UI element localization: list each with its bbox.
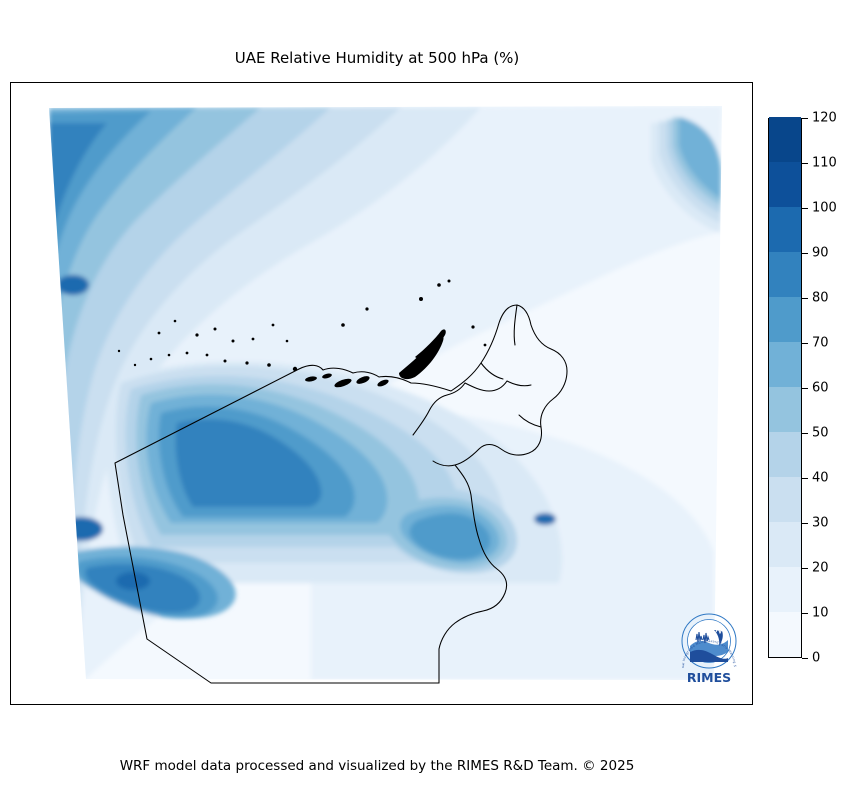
colorbar-band [769,252,801,297]
colorbar-band [769,162,801,207]
colorbar-band [769,522,801,567]
colorbar-tick-mark [802,523,808,524]
rimes-logo: Regional Integrated Multi-Hazard Early W… [676,607,740,690]
colorbar-band [769,612,801,657]
colorbar-tick-mark [802,343,808,344]
colorbar-band [769,297,801,342]
colorbar-band [769,207,801,252]
colorbar-tick-mark [802,118,808,119]
colorbar-gradient [768,117,802,658]
footer-credit: WRF model data processed and visualized … [119,758,635,774]
colorbar-tick-label: 60 [812,380,829,396]
colorbar-band [769,387,801,432]
colorbar-band [769,342,801,387]
colorbar-tick-mark [802,568,808,569]
colorbar-tick-mark [802,658,808,659]
colorbar-tick-label: 40 [812,470,829,486]
map-axes [10,82,753,705]
colorbar-tick-mark [802,388,808,389]
logo-wordmark: RIMES [687,670,731,685]
uae-border-overlay [114,304,568,684]
colorbar-band [769,477,801,522]
colorbar-tick-label: 100 [812,200,837,216]
colorbar-tick-mark [802,613,808,614]
colorbar-tick-label: 80 [812,290,829,306]
contour-fill-group [49,106,722,680]
colorbar-band [769,432,801,477]
colorbar-tick-label: 20 [812,560,829,576]
colorbar-tick-mark [802,208,808,209]
colorbar-tick-mark [802,163,808,164]
colorbar-tick-mark [802,433,808,434]
colorbar-tick-label: 10 [812,605,829,621]
colorbar-tick-label: 120 [812,110,837,126]
title-line-1: UAE Relative Humidity at 500 hPa (%) [234,49,520,67]
colorbar-tick-label: 30 [812,515,829,531]
gulf-islands [117,279,487,388]
colorbar-band [769,567,801,612]
colorbar-tick-label: 50 [812,425,829,441]
colorbar-tick-label: 110 [812,155,837,171]
colorbar-tick-label: 90 [812,245,829,261]
colorbar [768,117,802,658]
colorbar-tick-label: 0 [812,650,821,666]
colorbar-tick-mark [802,253,808,254]
colorbar-tick-mark [802,478,808,479]
colorbar-tick-label: 70 [812,335,829,351]
colorbar-ticks: 0 10 20 30 40 50 60 70 80 90 100 110 120 [768,111,844,666]
colorbar-tick-mark [802,298,808,299]
humidity-contour-map [49,106,722,684]
colorbar-band [769,117,801,162]
